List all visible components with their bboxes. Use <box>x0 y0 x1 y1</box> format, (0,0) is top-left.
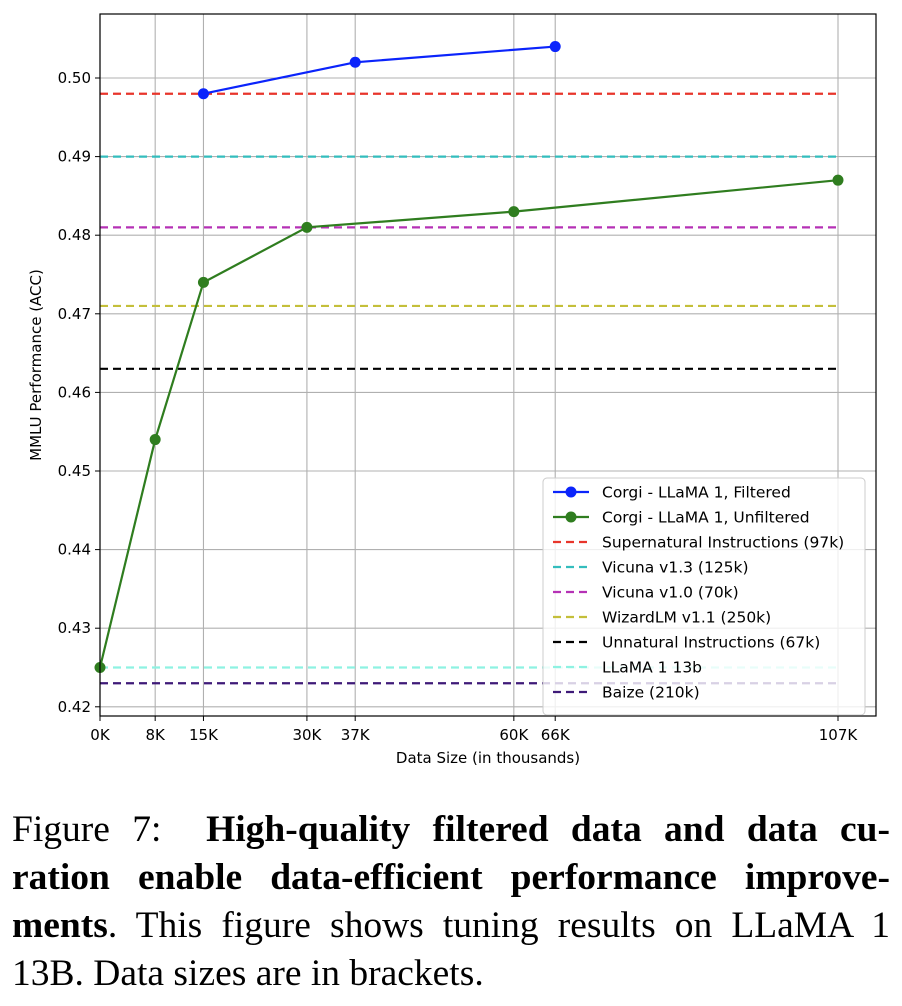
x-tick-label: 0K <box>90 726 111 744</box>
data-point <box>197 276 209 288</box>
data-point <box>508 206 520 218</box>
legend-entry-label: WizardLM v1.1 (250k) <box>602 609 771 627</box>
legend-entry-label: Corgi - LLaMA 1, Filtered <box>602 484 791 502</box>
data-point <box>349 56 361 68</box>
legend-entry-label: LLaMA 1 13b <box>602 659 702 677</box>
legend-entry-label: Unnatural Instructions (67k) <box>602 634 820 652</box>
y-tick-label: 0.50 <box>58 69 91 87</box>
legend-marker <box>565 486 577 498</box>
legend: Corgi - LLaMA 1, Filtered Corgi - LLaMA 1… <box>542 477 866 716</box>
x-tick-label: 60K <box>499 726 529 744</box>
caption-bold-1: High-quality filtered data and data cu- <box>206 809 891 850</box>
figure-caption: Figure 7: High-quality filtered data and… <box>12 806 890 998</box>
x-tick-label: 30K <box>292 726 322 744</box>
caption-text-2: 13B. Data sizes are in brackets. <box>12 953 484 994</box>
data-point <box>197 88 209 100</box>
y-tick-label: 0.48 <box>58 226 91 244</box>
data-point <box>549 41 561 53</box>
legend-box <box>542 477 866 716</box>
series-line <box>98 179 839 668</box>
legend-entry-label: Corgi - LLaMA 1, Unfiltered <box>602 509 810 527</box>
y-tick-label: 0.46 <box>58 383 91 401</box>
y-axis-label: MMLU Performance (ACC) <box>27 269 45 461</box>
caption-text-1: . This figure shows tuning results on LL… <box>107 905 890 946</box>
caption-bold-2: ration enable data-efficient performance… <box>12 857 890 898</box>
data-point <box>832 174 844 186</box>
data-point <box>301 221 313 233</box>
series <box>94 41 844 673</box>
x-tick-label: 107K <box>819 726 859 744</box>
legend-marker <box>565 511 577 523</box>
legend-entry-label: Baize (210k) <box>602 684 700 702</box>
y-tick-label: 0.47 <box>58 305 91 323</box>
y-tick-label: 0.45 <box>58 462 91 480</box>
series-line <box>203 45 556 95</box>
y-tick-label: 0.43 <box>58 619 91 637</box>
x-tick-label: 8K <box>145 726 166 744</box>
legend-entry-label: Vicuna v1.0 (70k) <box>602 584 739 602</box>
y-tick-label: 0.44 <box>58 541 91 559</box>
chart: 0K 8K 15K 30K 37K 60K 66K 107K 0.42 0.43 0.44 0.45 0… <box>27 13 877 767</box>
y-tick-label: 0.42 <box>58 698 91 716</box>
x-tick-label: 15K <box>189 726 219 744</box>
ticks: 0K 8K 15K 30K 37K 60K 66K 107K 0.42 0.43 0.44 0.45 0… <box>58 69 859 744</box>
x-axis-label: Data Size (in thousands) <box>396 749 580 767</box>
x-tick-label: 37K <box>341 726 371 744</box>
data-point <box>149 434 161 446</box>
caption-bold-3: ments <box>12 905 108 946</box>
caption-label: Figure 7: <box>12 809 162 850</box>
plot-frame <box>99 13 877 717</box>
legend-entry-label: Supernatural Instructions (97k) <box>602 534 844 552</box>
x-tick-label: 66K <box>541 726 571 744</box>
y-tick-label: 0.49 <box>58 148 91 166</box>
legend-entry-label: Vicuna v1.3 (125k) <box>602 559 749 577</box>
grid <box>99 14 876 716</box>
